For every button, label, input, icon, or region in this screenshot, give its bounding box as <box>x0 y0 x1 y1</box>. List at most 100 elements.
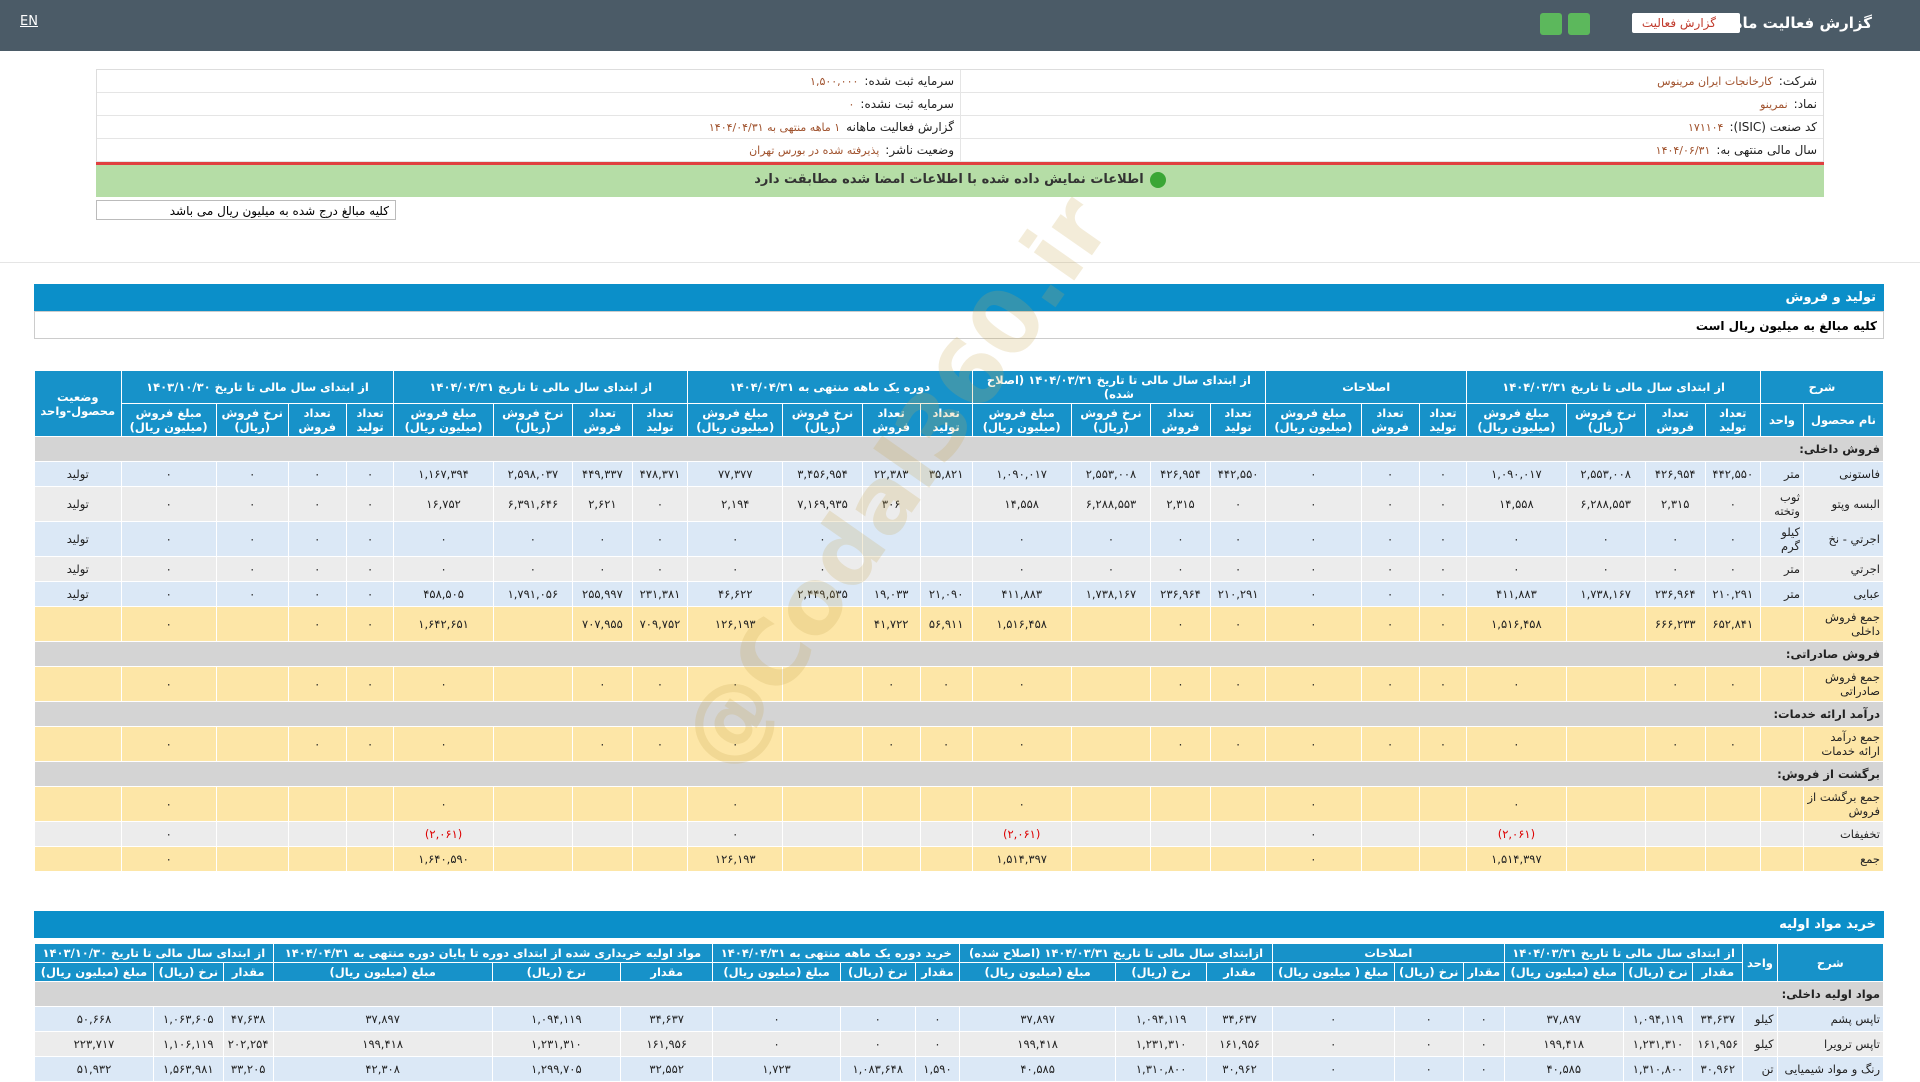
cell: ۳۰,۹۶۲ <box>1692 1056 1744 1082</box>
cell: ۰ <box>971 556 1072 582</box>
cell: ۴۲۶,۹۵۴ <box>1644 461 1706 487</box>
column-header: مبلغ فروش (میلیون ریال) <box>971 403 1072 437</box>
cell <box>1070 726 1152 762</box>
cell <box>861 786 921 822</box>
cell: ۱,۲۹۹,۷۰۵ <box>491 1056 622 1082</box>
cell <box>861 821 921 847</box>
cell: ۲,۳۱۵ <box>1150 486 1211 522</box>
cell: ۰ <box>345 726 395 762</box>
cell: جمع درآمد ارائه خدمات <box>1802 726 1885 762</box>
cell: ۲۱,۰۹۰ <box>919 581 973 607</box>
cell <box>1360 786 1420 822</box>
cell: ۱,۰۹۰,۰۱۷ <box>971 461 1072 487</box>
cell: ۰ <box>861 726 921 762</box>
cell: ۰ <box>1209 556 1267 582</box>
info-label: نماد: <box>1793 97 1817 111</box>
cell <box>1150 786 1211 822</box>
cell: ۰ <box>631 486 689 522</box>
column-header: نرخ فروش (ریال) <box>492 403 573 437</box>
group-header: وضعیت محصول-واحد <box>34 370 122 437</box>
cell: ۴۰,۵۸۵ <box>959 1056 1116 1082</box>
language-toggle[interactable]: EN <box>20 14 38 29</box>
section-label: فروش صادراتی: <box>34 641 1884 667</box>
cell: ۰ <box>120 486 217 522</box>
cell: کیلو <box>1742 1006 1778 1032</box>
cell: ۰ <box>1360 581 1420 607</box>
cell <box>287 846 347 872</box>
cell: ۰ <box>1209 726 1267 762</box>
prev-button[interactable] <box>1540 13 1562 35</box>
section-title: تولید و فروش <box>34 284 1884 311</box>
cell: ۳,۴۵۶,۹۵۴ <box>782 461 863 487</box>
column-header: تعداد فروش <box>1360 403 1420 437</box>
cell: ۰ <box>914 1031 961 1057</box>
data-row: اجرتي متر ۰ ۰ ۰ ۰ ۰ ۰ ۰ ۰ ۰ ۰ ۰ ۰ ۰ ۰ ۰ ۰ ۰ ۰ ۰ ۰ ۰ تولید <box>34 556 1885 582</box>
cell: ۰ <box>971 521 1072 557</box>
cell: ۰ <box>1360 726 1420 762</box>
cell: ۰ <box>1644 666 1706 702</box>
cell: ۰ <box>287 461 347 487</box>
column-header: نرخ (ریال) <box>839 962 916 982</box>
cell: جمع <box>1802 846 1885 872</box>
cell: ۵۶,۹۱۱ <box>919 606 973 642</box>
report-dropdown[interactable]: گزارش فعالیت <box>1631 13 1740 33</box>
cell: ۰ <box>215 521 289 557</box>
cell: متر <box>1759 461 1804 487</box>
cell <box>1418 846 1468 872</box>
cell: ۰ <box>971 666 1072 702</box>
column-header: مبلغ (میلیون ریال) <box>1503 962 1624 982</box>
cell: ۱,۰۹۴,۱۱۹ <box>1114 1006 1208 1032</box>
section-row: فروش داخلی: <box>34 436 1884 462</box>
cell: ۰ <box>1704 556 1761 582</box>
cell: ۷۰۷,۹۵۵ <box>571 606 633 642</box>
cell: ۴۶,۶۲۲ <box>687 581 784 607</box>
cell <box>919 521 973 557</box>
cell: ۱,۵۱۴,۳۹۷ <box>971 846 1072 872</box>
cell: ۷,۱۶۹,۹۳۵ <box>782 486 863 522</box>
cell: ۰ <box>1418 581 1468 607</box>
cell: ۰ <box>1418 606 1468 642</box>
section-row: فروش صادراتی: <box>34 641 1884 667</box>
column-header: مبلغ ( میلیون ریال) <box>1271 962 1395 982</box>
cell: ۰ <box>492 556 573 582</box>
cell: ۰ <box>571 726 633 762</box>
data-row: جمع درآمد ارائه خدمات ۰ ۰ ۰ ۰ ۰ ۰ ۰ ۰ ۰ ۰ ۰ ۰ ۰ ۰ ۰ ۰ ۰ ۰ <box>34 726 1885 762</box>
cell <box>34 786 122 822</box>
cell <box>1759 726 1804 762</box>
cell: ۰ <box>839 1031 916 1057</box>
group-header: از ابتدای سال مالی تا تاریخ ۱۴۰۳/۱۰/۳۰ <box>34 943 274 963</box>
cell: ۰ <box>287 581 347 607</box>
cell: ۰ <box>1393 1056 1464 1082</box>
cell <box>1565 821 1646 847</box>
cell: ۰ <box>287 666 347 702</box>
cell <box>1759 606 1804 642</box>
cell: ۱,۶۴۲,۶۵۱ <box>393 606 494 642</box>
cell: ۰ <box>120 821 217 847</box>
cell: ۱۹,۰۳۳ <box>861 581 921 607</box>
cell: ۰ <box>1462 1056 1505 1082</box>
info-row: کد صنعت (ISIC): ۱۷۱۱۰۴ گزارش فعالیت ماهانه… <box>97 116 1823 139</box>
cell <box>1209 821 1267 847</box>
cell <box>782 786 863 822</box>
info-label: وضعیت ناشر: <box>885 143 954 157</box>
cell: ۰ <box>393 666 494 702</box>
info-row: نماد: نمرینو سرمایه ثبت نشده: ۰ <box>97 93 1823 116</box>
cell: ۰ <box>215 486 289 522</box>
cell <box>782 606 863 642</box>
column-header: مبلغ فروش (میلیون ریال) <box>120 403 217 437</box>
cell: ۰ <box>1704 486 1761 522</box>
column-header: مبلغ (میلیون ریال) <box>959 962 1116 982</box>
cell: ۰ <box>1418 461 1468 487</box>
cell: تاپس ترویرا <box>1776 1031 1885 1057</box>
cell: ۰ <box>1265 666 1362 702</box>
top-bar: گزارش فعالیت ماهانه گزارش فعالیت EN <box>0 0 1920 51</box>
cell: ۰ <box>919 666 973 702</box>
cell: ۰ <box>687 726 784 762</box>
cell: رنگ و مواد شیمیایی <box>1776 1056 1885 1082</box>
column-header: تعداد فروش <box>861 403 921 437</box>
cell: ۰ <box>1271 1006 1395 1032</box>
next-button[interactable] <box>1568 13 1590 35</box>
cell: ۲,۶۲۱ <box>571 486 633 522</box>
group-header: از ابتدای سال مالی تا تاریخ ۱۴۰۴/۰۳/۳۱ <box>1466 370 1761 404</box>
